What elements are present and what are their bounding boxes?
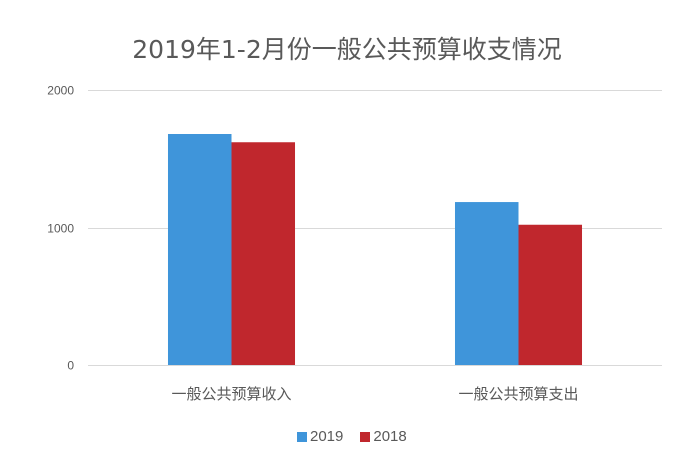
x-axis: 一般公共预算收入 一般公共预算支出	[171, 385, 578, 403]
legend-swatch	[297, 432, 307, 442]
bars	[167, 134, 583, 365]
y-tick-label: 2000	[47, 84, 74, 98]
legend-item-2019: 2019	[297, 428, 343, 446]
legend: 2019 2018	[297, 428, 407, 446]
legend-label: 2018	[373, 428, 407, 445]
y-tick-label: 0	[67, 359, 74, 373]
legend-swatch	[360, 432, 371, 442]
legend-item-2018: 2018	[360, 428, 407, 446]
y-axis: 0 1000 2000	[47, 84, 74, 373]
bar-series-2019-category-2	[454, 202, 519, 365]
x-category-label: 一般公共预算支出	[458, 385, 578, 403]
x-category-label: 一般公共预算收入	[171, 385, 291, 403]
chart-title: 2019年1-2月份一般公共预算收支情况	[132, 35, 562, 64]
y-tick-label: 1000	[47, 222, 74, 236]
bar-series-2019-category-1	[167, 134, 232, 365]
bar-series-2018-category-2	[518, 224, 583, 365]
bar-series-2018-category-1	[231, 142, 296, 365]
legend-label: 2019	[310, 428, 344, 445]
